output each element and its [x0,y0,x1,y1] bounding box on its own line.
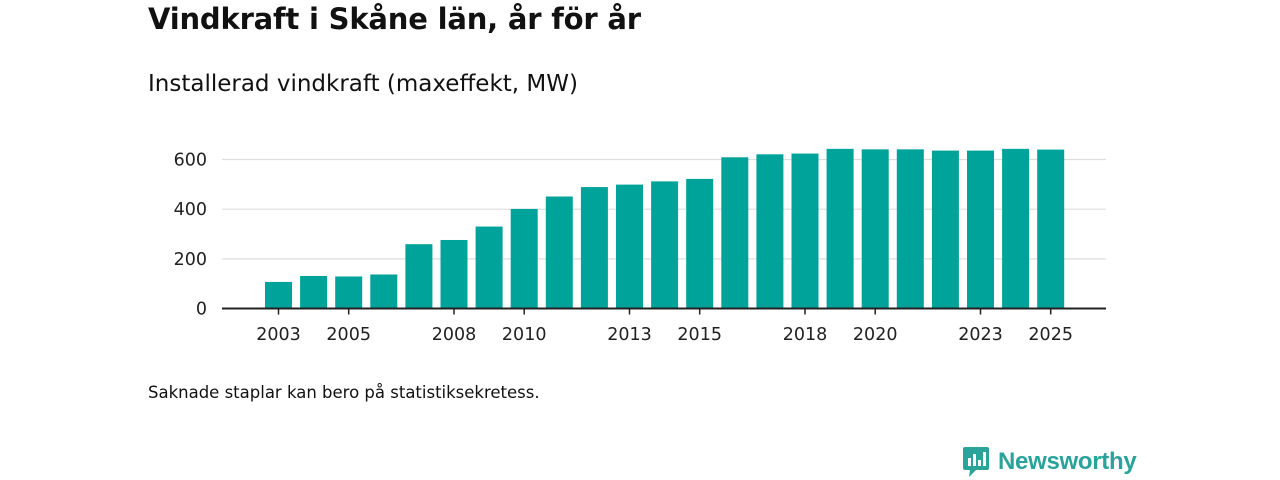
bar-2012[interactable] [580,187,608,309]
y-tick-label: 400 [174,200,207,220]
bar-2024[interactable] [1002,148,1030,309]
bar-chart: 0 200 400 600 2003 2005 2008 2010 2013 2015 2018 20… [174,148,1106,345]
x-tick-label: 2003 [256,325,301,345]
footnote: Saknade staplar kan bero på statistiksek… [148,383,540,402]
bar-2018[interactable] [791,153,819,309]
y-tick-label: 600 [174,151,207,171]
bar-2011[interactable] [545,196,573,309]
bar-2019[interactable] [826,148,854,309]
bar-2017[interactable] [756,154,784,309]
bar-2005[interactable] [335,276,363,309]
bars [265,148,1065,309]
x-tick-label: 2023 [958,325,1003,345]
bar-2020[interactable] [861,149,889,309]
bar-2025[interactable] [1037,149,1065,309]
bar-2010[interactable] [510,208,538,309]
x-tick-label: 2018 [783,325,828,345]
chart-subtitle: Installerad vindkraft (maxeffekt, MW) [148,71,578,97]
bar-2021[interactable] [896,149,924,309]
bar-2022[interactable] [931,150,959,309]
bar-2007[interactable] [405,244,433,309]
bar-2014[interactable] [651,181,679,309]
x-tick-label: 2015 [677,325,722,345]
bar-2016[interactable] [721,157,749,309]
bar-2013[interactable] [616,184,643,309]
chart-title: Vindkraft i Skåne län, år för år [148,2,641,36]
x-tick-label: 2025 [1028,325,1073,345]
bar-2015[interactable] [686,178,714,309]
x-tick-label: 2010 [502,325,547,345]
y-tick-label: 0 [196,300,207,320]
newsworthy-logo-icon [963,447,989,477]
brand-name: Newsworthy [998,448,1137,475]
x-tick-label: 2005 [326,325,371,345]
bar-2003[interactable] [265,281,292,309]
x-tick-label: 2020 [853,325,898,345]
axes: 0 200 400 600 2003 2005 2008 2010 2013 2015 2018 20… [174,151,1106,345]
brand-logo[interactable]: Newsworthy [962,446,1137,478]
bar-2004[interactable] [300,275,328,309]
x-tick-label: 2008 [432,325,477,345]
x-tick-label: 2013 [607,325,652,345]
bar-2023[interactable] [967,150,994,309]
bar-2009[interactable] [475,226,503,309]
bar-2006[interactable] [370,274,398,309]
y-tick-label: 200 [174,250,207,270]
bar-2008[interactable] [440,239,468,309]
